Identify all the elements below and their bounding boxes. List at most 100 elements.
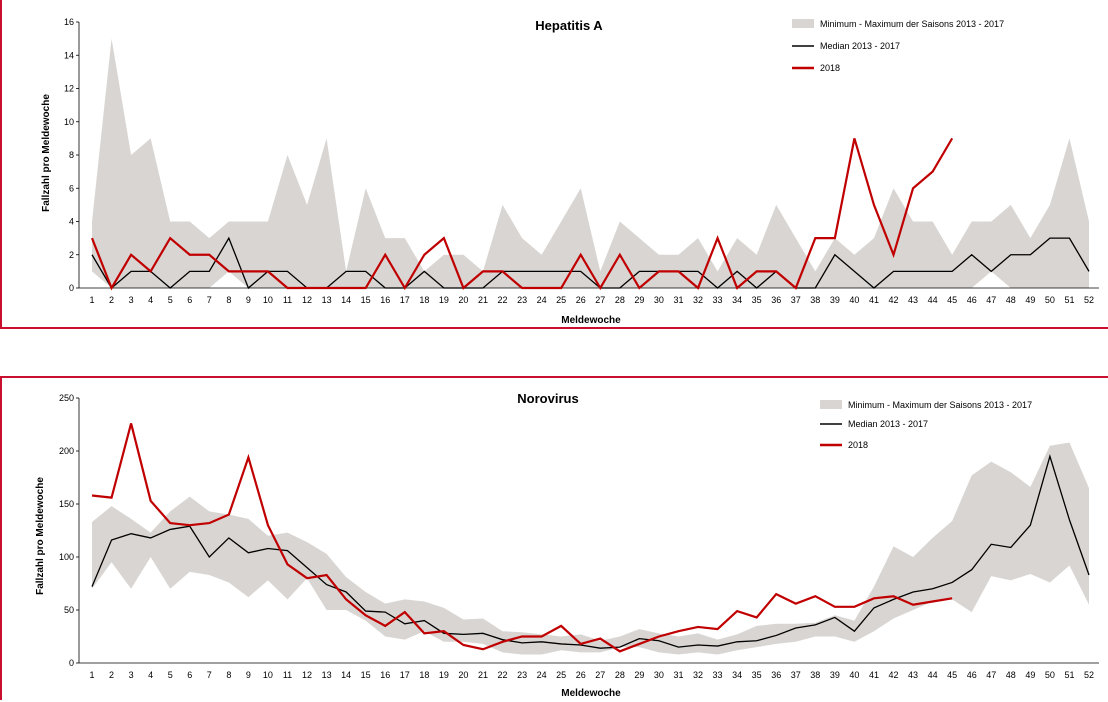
x-tick-label: 44: [928, 670, 938, 680]
x-tick-label: 43: [908, 295, 918, 305]
x-tick-label: 17: [400, 295, 410, 305]
x-tick-label: 50: [1045, 295, 1055, 305]
x-tick-label: 24: [537, 670, 547, 680]
x-tick-label: 26: [576, 670, 586, 680]
x-tick-label: 24: [537, 295, 547, 305]
chart-title: Norovirus: [517, 391, 578, 406]
x-tick-label: 28: [615, 670, 625, 680]
legend: Minimum - Maximum der Saisons 2013 - 201…: [792, 19, 1004, 73]
x-tick-label: 38: [810, 295, 820, 305]
x-tick-label: 18: [419, 670, 429, 680]
x-tick-label: 1: [89, 295, 94, 305]
y-tick-label: 10: [64, 117, 74, 127]
legend: Minimum - Maximum der Saisons 2013 - 201…: [820, 400, 1032, 450]
x-tick-label: 23: [517, 295, 527, 305]
x-tick-label: 39: [830, 295, 840, 305]
x-tick-label: 41: [869, 295, 879, 305]
legend-band-label: Minimum - Maximum der Saisons 2013 - 201…: [820, 19, 1004, 29]
x-tick-label: 33: [713, 670, 723, 680]
x-tick-label: 43: [908, 670, 918, 680]
x-tick-label: 7: [207, 670, 212, 680]
x-tick-label: 45: [947, 670, 957, 680]
x-tick-label: 23: [517, 670, 527, 680]
x-tick-label: 41: [869, 670, 879, 680]
x-tick-label: 5: [168, 670, 173, 680]
x-tick-label: 34: [732, 295, 742, 305]
x-tick-label: 39: [830, 670, 840, 680]
x-tick-label: 30: [654, 670, 664, 680]
x-tick-label: 51: [1064, 295, 1074, 305]
series-median-line: [91, 454, 1090, 649]
y-tick-label: 4: [69, 217, 74, 227]
x-tick-label: 36: [771, 295, 781, 305]
x-tick-label: 26: [576, 295, 586, 305]
x-tick-label: 50: [1045, 670, 1055, 680]
x-tick-label: 46: [967, 295, 977, 305]
x-tick-label: 11: [283, 295, 292, 305]
y-tick-label: 250: [59, 393, 74, 403]
x-tick-label: 12: [302, 670, 312, 680]
legend-band-label: Minimum - Maximum der Saisons 2013 - 201…: [848, 400, 1032, 410]
y-tick-label: 12: [64, 84, 74, 94]
x-tick-label: 22: [498, 295, 508, 305]
x-tick-label: 28: [615, 295, 625, 305]
y-tick-label: 6: [69, 183, 74, 193]
x-tick-label: 13: [322, 670, 332, 680]
norovirus-chart-panel: 0 50 100 150 200 250 1 2 3 4 5 6 7 8 9 10 11 12 13 14 15 16 17…: [0, 376, 1108, 700]
x-tick-label: 4: [148, 670, 153, 680]
series-2018-line: [91, 423, 953, 653]
x-tick-label: 34: [732, 670, 742, 680]
y-tick-label: 16: [64, 17, 74, 27]
legend-2018-label: 2018: [820, 63, 840, 73]
y-tick-label: 8: [69, 150, 74, 160]
x-tick-label: 6: [187, 295, 192, 305]
x-tick-label: 51: [1064, 670, 1074, 680]
x-tick-label: 31: [673, 295, 683, 305]
x-axis-label: Meldewoche: [561, 315, 621, 326]
x-tick-label: 29: [634, 295, 644, 305]
x-tick-label: 4: [148, 295, 153, 305]
y-tick-label: 0: [69, 283, 74, 293]
series-median-line: [91, 236, 1090, 290]
series-2018-line: [90, 137, 954, 291]
legend-median-label: Median 2013 - 2017: [820, 41, 900, 51]
x-tick-label: 1: [89, 670, 94, 680]
legend-band-swatch: [792, 19, 814, 28]
x-tick-label: 45: [947, 295, 957, 305]
x-tick-label: 32: [693, 295, 703, 305]
min-max-band: [92, 442, 1089, 655]
x-tick-label: 42: [889, 295, 899, 305]
x-tick-label: 33: [713, 295, 723, 305]
y-tick-label: 0: [69, 658, 74, 668]
x-tick-label: 44: [928, 295, 938, 305]
x-tick-label: 19: [439, 295, 449, 305]
x-tick-label: 16: [380, 670, 390, 680]
x-tick-label: 10: [263, 670, 273, 680]
x-tick-label: 36: [771, 670, 781, 680]
x-tick-label: 10: [263, 295, 273, 305]
x-tick-label: 40: [849, 295, 859, 305]
x-tick-label: 37: [791, 295, 801, 305]
min-max-band: [92, 38, 1089, 288]
x-tick-label: 42: [889, 670, 899, 680]
x-tick-label: 35: [752, 295, 762, 305]
x-tick-label: 48: [1006, 295, 1016, 305]
hepatitis-a-chart-panel: 0 2 4 6 8 10 12 14 16 1 2 3 4 5 6 7 8 9 10 11 12 13 14 15 16 17 18…: [0, 0, 1108, 329]
x-axis-label: Meldewoche: [561, 688, 621, 699]
x-tick-label: 12: [302, 295, 312, 305]
y-axis-label: Fallzahl pro Meldewoche: [35, 477, 46, 595]
y-axis-label: Fallzahl pro Meldewoche: [41, 94, 52, 212]
x-tick-label: 13: [322, 295, 332, 305]
x-tick-label: 6: [187, 670, 192, 680]
x-tick-label: 9: [246, 670, 251, 680]
x-tick-label: 48: [1006, 670, 1016, 680]
x-tick-label: 38: [810, 670, 820, 680]
x-tick-label: 14: [341, 295, 351, 305]
x-tick-label: 22: [498, 670, 508, 680]
y-tick-label: 150: [59, 499, 74, 509]
x-tick-label: 14: [341, 670, 351, 680]
x-tick-label: 15: [361, 670, 371, 680]
chart-title: Hepatitis A: [535, 18, 603, 33]
